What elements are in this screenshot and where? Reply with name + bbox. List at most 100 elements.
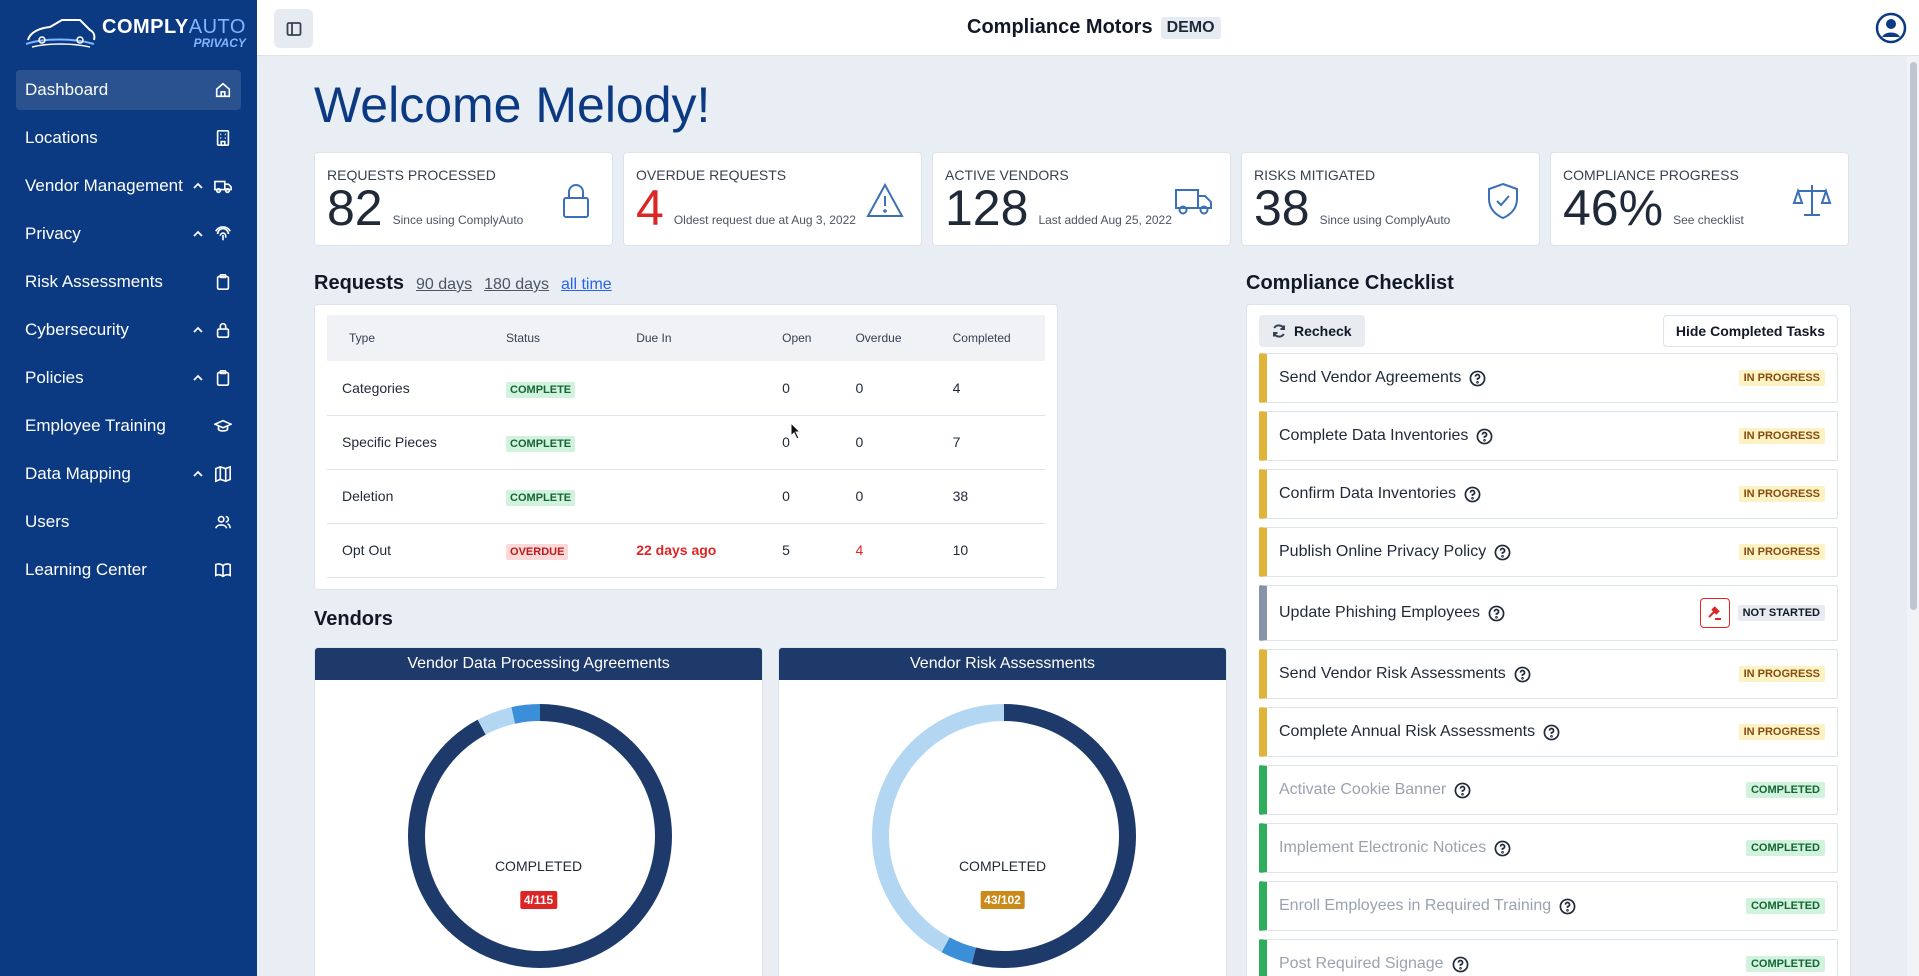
stat-label: COMPLIANCE PROGRESS bbox=[1563, 167, 1739, 183]
sidebar-item-cybersecurity[interactable]: Cybersecurity bbox=[16, 310, 241, 350]
sidebar-item-vendor-management[interactable]: Vendor Management bbox=[16, 166, 241, 206]
filter-all-time[interactable]: all time bbox=[561, 276, 612, 293]
sidebar-item-policies[interactable]: Policies bbox=[16, 358, 241, 398]
help-circle-icon[interactable] bbox=[1476, 428, 1493, 445]
vendor-chart-title: Vendor Risk Assessments bbox=[779, 648, 1226, 680]
chevron-up-icon[interactable] bbox=[192, 228, 204, 240]
gavel-icon bbox=[1707, 606, 1721, 620]
checklist-item[interactable]: Complete Data Inventories IN PROGRESS bbox=[1259, 411, 1838, 461]
checklist-item[interactable]: Enroll Employees in Required Training CO… bbox=[1259, 881, 1838, 931]
fingerprint-icon bbox=[215, 226, 231, 241]
table-row[interactable]: Categories COMPLETE 0 0 4 bbox=[327, 361, 1045, 416]
stat-label: RISKS MITIGATED bbox=[1254, 167, 1376, 183]
chevron-up-icon[interactable] bbox=[192, 372, 204, 384]
chevron-up-icon[interactable] bbox=[192, 324, 204, 336]
page-scrollbar[interactable] bbox=[1907, 56, 1919, 976]
cell-open: 0 bbox=[760, 361, 834, 416]
sidebar-toggle-button[interactable] bbox=[274, 9, 313, 48]
sidebar-item-users[interactable]: Users bbox=[16, 502, 241, 542]
help-circle-icon[interactable] bbox=[1494, 544, 1511, 561]
sidebar-item-privacy[interactable]: Privacy bbox=[16, 214, 241, 254]
stat-card-requests-processed[interactable]: REQUESTS PROCESSED 82 Since using Comply… bbox=[314, 152, 613, 246]
filter-90-days[interactable]: 90 days bbox=[416, 276, 473, 293]
status-badge: COMPLETED bbox=[1745, 956, 1825, 972]
book-icon bbox=[214, 563, 232, 578]
checklist-item[interactable]: Update Phishing Employees NOT STARTED bbox=[1259, 585, 1838, 641]
scrollbar-thumb[interactable] bbox=[1910, 62, 1917, 610]
donut-count-badge: 4/115 bbox=[519, 891, 558, 909]
status-badge: COMPLETE bbox=[506, 436, 576, 452]
checklist-item[interactable]: Post Required Signage COMPLETED bbox=[1259, 939, 1838, 976]
donut-chart[interactable] bbox=[859, 691, 1149, 976]
users-icon bbox=[215, 515, 232, 529]
requests-panel: Type Status Due In Open Overdue Completed Cat… bbox=[314, 304, 1058, 590]
logo[interactable]: COMPLYAUTO PRIVACY bbox=[0, 0, 257, 66]
hide-completed-button[interactable]: Hide Completed Tasks bbox=[1662, 315, 1838, 347]
demo-badge: DEMO bbox=[1160, 16, 1221, 39]
sidebar-item-label: Privacy bbox=[25, 224, 81, 243]
help-circle-icon[interactable] bbox=[1454, 782, 1471, 799]
main-content: Welcome Melody! REQUESTS PROCESSED 82 Si… bbox=[257, 56, 1907, 976]
table-row[interactable]: Opt Out OVERDUE 22 days ago 5 4 10 bbox=[327, 523, 1045, 578]
checklist-item-label: Update Phishing Employees bbox=[1279, 604, 1481, 621]
user-avatar-icon[interactable] bbox=[1875, 12, 1907, 44]
cell-completed: 4 bbox=[930, 361, 1045, 416]
column-header-due-in: Due In bbox=[636, 331, 672, 345]
checklist-item[interactable]: Send Vendor Agreements IN PROGRESS bbox=[1259, 353, 1838, 403]
checklist-item[interactable]: Publish Online Privacy Policy IN PROGRES… bbox=[1259, 527, 1838, 577]
recheck-button[interactable]: Recheck bbox=[1259, 315, 1365, 347]
donut-chart[interactable] bbox=[395, 691, 685, 976]
donut-center-label: COMPLETED bbox=[494, 858, 583, 874]
column-header-status: Status bbox=[506, 331, 541, 345]
checklist-item[interactable]: Complete Annual Risk Assessments IN PROG… bbox=[1259, 707, 1838, 757]
sidebar-item-employee-training[interactable]: Employee Training bbox=[16, 406, 241, 446]
stat-label: OVERDUE REQUESTS bbox=[636, 167, 787, 183]
chevron-up-icon[interactable] bbox=[192, 180, 204, 192]
help-circle-icon[interactable] bbox=[1559, 898, 1576, 915]
gavel-button[interactable] bbox=[1699, 598, 1730, 628]
cell-type: Deletion bbox=[327, 469, 485, 524]
sidebar-item-dashboard[interactable]: Dashboard bbox=[16, 70, 241, 110]
stat-card-overdue-requests[interactable]: OVERDUE REQUESTS 4 Oldest request due at… bbox=[623, 152, 922, 246]
home-icon bbox=[215, 82, 231, 98]
help-circle-icon[interactable] bbox=[1494, 840, 1511, 857]
sidebar: COMPLYAUTO PRIVACY Dashboard Locations V… bbox=[0, 0, 257, 976]
filter-180-days[interactable]: 180 days bbox=[484, 276, 550, 293]
stat-card-compliance-progress[interactable]: COMPLIANCE PROGRESS 46% See checklist bbox=[1550, 152, 1849, 246]
sidebar-item-risk-assessments[interactable]: Risk Assessments bbox=[16, 262, 241, 302]
checklist-item[interactable]: Activate Cookie Banner COMPLETED bbox=[1259, 765, 1838, 815]
column-header-open: Open bbox=[782, 331, 812, 345]
donut-segment[interactable] bbox=[872, 704, 1004, 953]
table-row[interactable]: Deletion COMPLETE 0 0 38 bbox=[327, 469, 1045, 524]
cell-open: 0 bbox=[760, 415, 834, 470]
chevron-up-icon[interactable] bbox=[192, 468, 204, 480]
help-circle-icon[interactable] bbox=[1543, 724, 1560, 741]
sidebar-item-label: Learning Center bbox=[25, 560, 147, 579]
table-row[interactable]: Specific Pieces COMPLETE 0 0 7 bbox=[327, 415, 1045, 470]
lock-icon bbox=[563, 184, 589, 218]
donut-segment[interactable] bbox=[477, 707, 516, 735]
cell-completed: 38 bbox=[930, 469, 1045, 524]
help-circle-icon[interactable] bbox=[1514, 666, 1531, 683]
donut-segment[interactable] bbox=[971, 704, 1136, 968]
checklist-item[interactable]: Implement Electronic Notices COMPLETED bbox=[1259, 823, 1838, 873]
cell-overdue: 0 bbox=[833, 361, 931, 416]
stat-card-active-vendors[interactable]: ACTIVE VENDORS 128 Last added Aug 25, 20… bbox=[932, 152, 1231, 246]
stat-card-risks-mitigated[interactable]: RISKS MITIGATED 38 Since using ComplyAut… bbox=[1241, 152, 1540, 246]
checklist-item[interactable]: Send Vendor Risk Assessments IN PROGRESS bbox=[1259, 649, 1838, 699]
sidebar-item-learning-center[interactable]: Learning Center bbox=[16, 550, 241, 590]
checklist-item[interactable]: Confirm Data Inventories IN PROGRESS bbox=[1259, 469, 1838, 519]
help-circle-icon[interactable] bbox=[1464, 486, 1481, 503]
help-circle-icon[interactable] bbox=[1488, 605, 1505, 622]
help-circle-icon[interactable] bbox=[1469, 370, 1486, 387]
sidebar-item-locations[interactable]: Locations bbox=[16, 118, 241, 158]
sidebar-item-data-mapping[interactable]: Data Mapping bbox=[16, 454, 241, 494]
sidebar-item-label: Vendor Management bbox=[25, 176, 183, 195]
warning-icon bbox=[866, 182, 904, 217]
help-circle-icon[interactable] bbox=[1452, 956, 1469, 973]
donut-segment[interactable] bbox=[408, 704, 672, 968]
stat-subtext: Since using ComplyAuto bbox=[1319, 213, 1451, 227]
donut-segment[interactable] bbox=[511, 704, 540, 724]
donut-segment[interactable] bbox=[941, 937, 976, 965]
cell-open: 0 bbox=[760, 469, 834, 524]
